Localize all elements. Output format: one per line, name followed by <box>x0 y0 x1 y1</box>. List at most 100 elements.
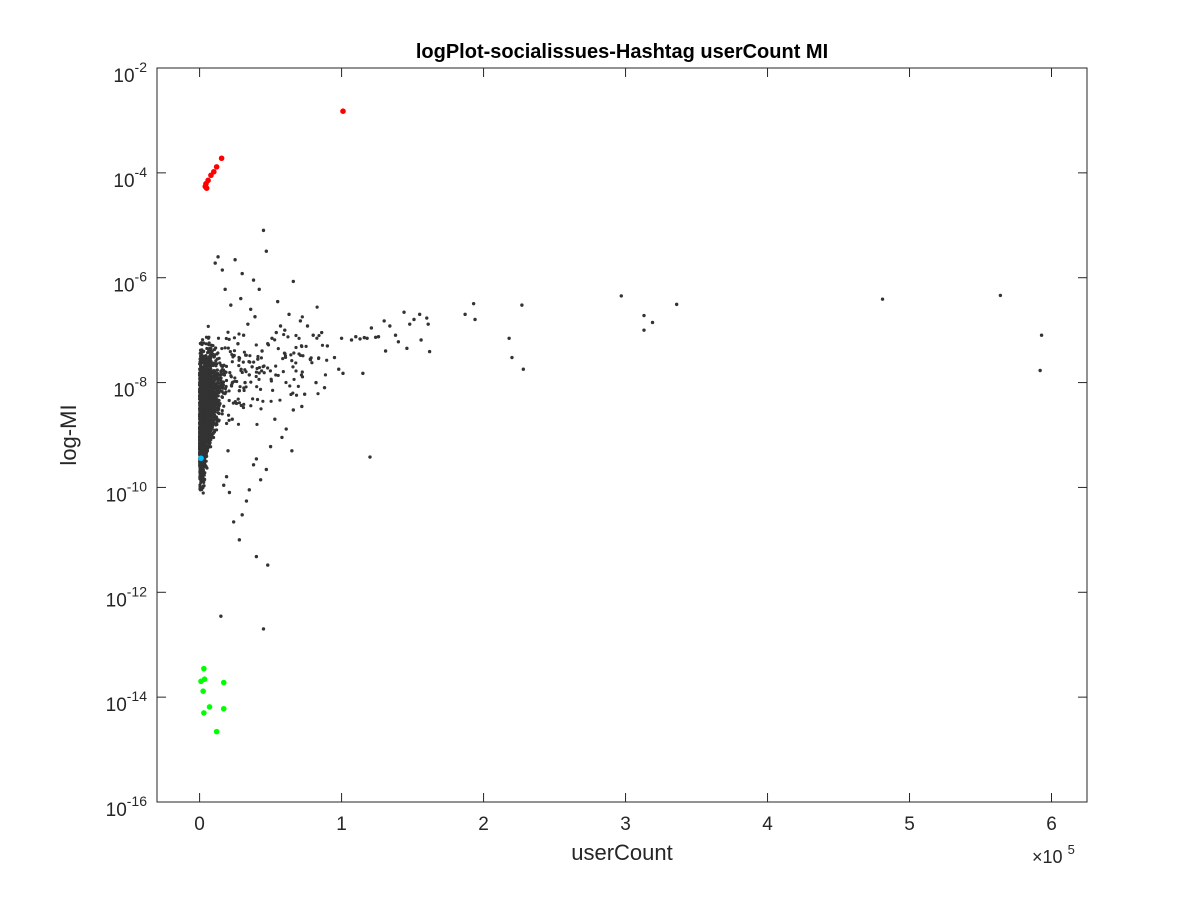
scatter-point <box>426 322 430 326</box>
x-multiplier-exponent: 5 <box>1068 842 1075 857</box>
scatter-point <box>198 342 203 346</box>
scatter-point <box>232 336 237 340</box>
scatter-point <box>251 397 255 401</box>
scatter-point <box>229 375 233 379</box>
scatter-point <box>226 330 230 334</box>
scatter-point <box>249 307 253 311</box>
scatter-point <box>305 324 310 328</box>
scatter-point <box>201 710 207 716</box>
scatter-point <box>213 428 217 432</box>
scatter-point <box>198 441 202 446</box>
scatter-point <box>214 359 218 363</box>
scatter-point <box>298 319 303 323</box>
scatter-point <box>213 405 217 409</box>
scatter-point <box>292 377 296 382</box>
scatter-point <box>230 360 234 364</box>
scatter-point <box>204 464 208 469</box>
scatter-point <box>198 357 202 361</box>
y-tick-label: 10-10 <box>106 478 148 506</box>
scatter-point <box>216 401 220 405</box>
scatter-point <box>216 394 220 398</box>
scatter-points <box>197 108 1044 735</box>
scatter-point <box>281 370 285 374</box>
scatter-point <box>237 363 241 368</box>
scatter-point <box>227 389 231 393</box>
scatter-point <box>224 378 229 383</box>
scatter-point <box>202 484 206 488</box>
scatter-point <box>207 355 211 359</box>
scatter-point <box>239 403 243 408</box>
scatter-point <box>201 491 205 495</box>
scatter-point <box>223 346 227 350</box>
scatter-point <box>229 303 233 307</box>
scatter-point <box>260 349 264 353</box>
scatter-point <box>244 370 248 374</box>
scatter-point <box>199 452 203 456</box>
scatter-point <box>322 385 327 390</box>
scatter-point <box>207 343 211 347</box>
scatter-point <box>325 358 329 362</box>
scatter-point <box>203 185 210 191</box>
chart-title: logPlot-socialissues-Hashtag userCount M… <box>416 41 828 63</box>
scatter-point <box>278 398 282 402</box>
scatter-point <box>299 344 304 348</box>
scatter-point <box>253 315 257 319</box>
scatter-point <box>198 414 203 418</box>
scatter-point <box>237 355 241 360</box>
scatter-point <box>325 344 330 348</box>
scatter-point <box>222 404 226 408</box>
scatter-point <box>298 353 303 358</box>
scatter-point <box>471 301 476 306</box>
scatter-point <box>284 380 288 385</box>
scatter-point <box>202 473 206 477</box>
scatter-point <box>235 379 239 384</box>
scatter-point <box>211 343 215 348</box>
scatter-point <box>510 355 514 360</box>
scatter-point <box>273 417 277 421</box>
scatter-point <box>521 367 526 371</box>
scatter-point <box>288 384 292 388</box>
scatter-point <box>199 354 203 358</box>
scatter-point <box>254 343 258 347</box>
scatter-point <box>396 340 401 344</box>
scatter-point <box>642 313 646 318</box>
scatter-point <box>998 293 1003 298</box>
scatter-point <box>274 364 278 368</box>
y-tick-exponent: -4 <box>135 164 148 180</box>
y-tick-exponent: -16 <box>127 793 147 809</box>
scatter-point <box>200 688 206 694</box>
scatter-point <box>282 332 286 337</box>
scatter-point <box>220 346 224 351</box>
y-tick-base: 10 <box>106 800 127 821</box>
scatter-point <box>206 416 210 420</box>
scatter-point <box>266 563 270 567</box>
scatter-point <box>220 364 225 369</box>
y-tick-exponent: -12 <box>127 583 147 599</box>
x-tick-label: 3 <box>620 814 631 835</box>
scatter-point <box>199 434 204 438</box>
scatter-point <box>218 155 225 162</box>
scatter-point <box>228 350 232 354</box>
y-tick-label: 10-8 <box>113 374 147 402</box>
scatter-point <box>261 399 265 403</box>
scatter-point <box>227 398 231 403</box>
scatter-point <box>294 369 298 373</box>
scatter-point <box>425 316 429 320</box>
scatter-point <box>1038 368 1042 373</box>
scatter-point <box>242 386 246 390</box>
scatter-point <box>251 463 256 467</box>
y-tick-base: 10 <box>106 695 127 716</box>
scatter-point <box>323 373 328 377</box>
scatter-point <box>315 336 319 340</box>
x-tick-label: 4 <box>762 814 773 835</box>
scatter-point <box>239 368 243 373</box>
scatter-point <box>650 320 655 325</box>
scatter-point <box>199 364 203 368</box>
scatter-point <box>210 416 214 421</box>
scatter-point <box>369 326 374 330</box>
scatter-point <box>215 407 219 412</box>
scatter-point <box>402 310 406 314</box>
scatter-point <box>301 354 305 358</box>
scatter-point <box>237 401 242 405</box>
